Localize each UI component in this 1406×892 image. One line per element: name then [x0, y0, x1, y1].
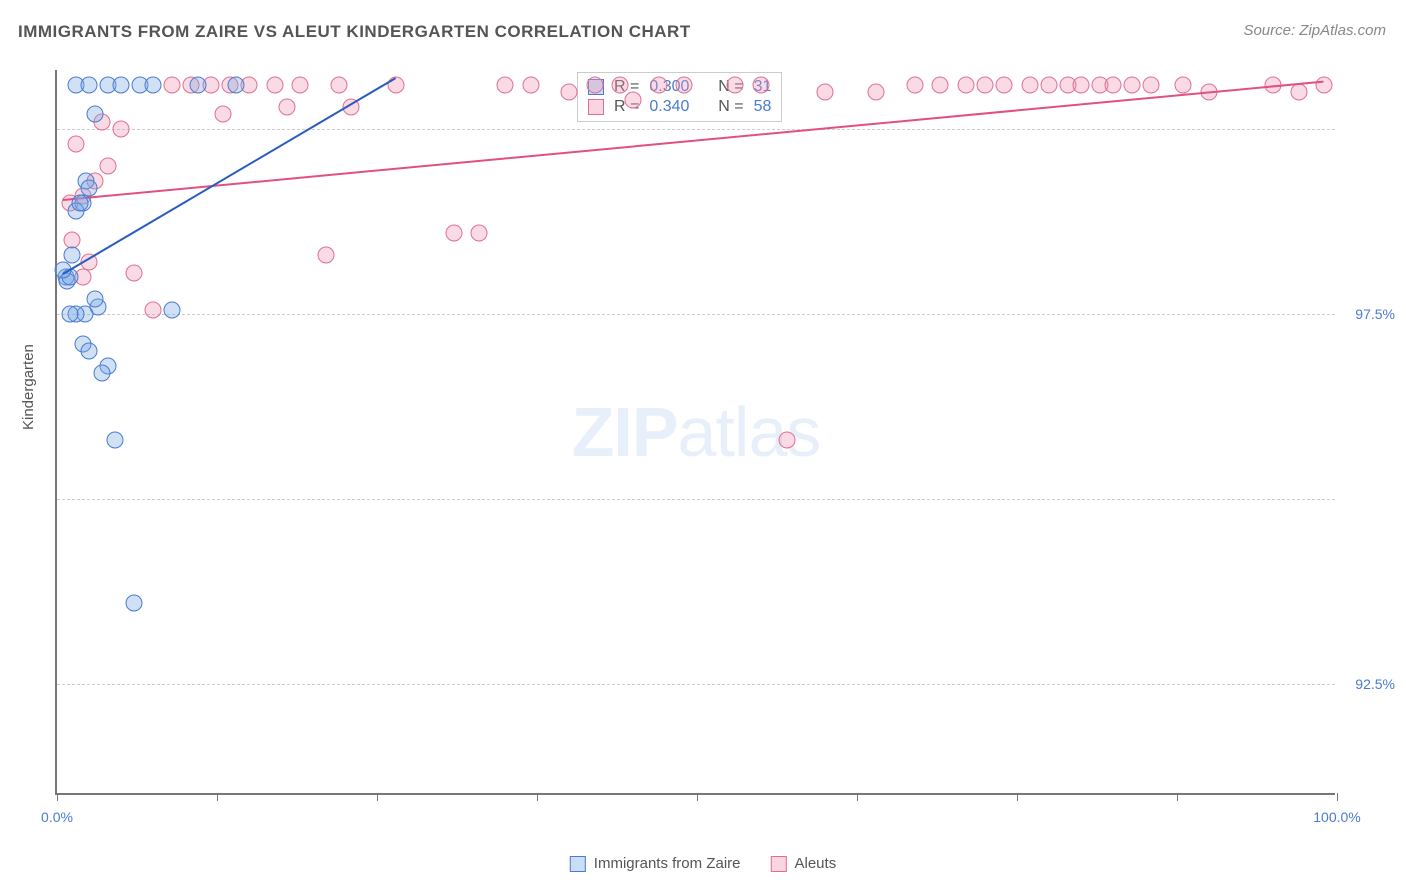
data-point	[727, 76, 744, 93]
data-point	[868, 84, 885, 101]
stats-value: 0.340	[649, 98, 689, 116]
grid-line	[57, 499, 1335, 500]
data-point	[106, 431, 123, 448]
stats-row: R =0.340 N =58	[588, 97, 771, 117]
data-point	[215, 106, 232, 123]
legend-swatch	[588, 99, 604, 115]
legend-swatch	[771, 856, 787, 872]
data-point	[1073, 76, 1090, 93]
x-tick	[1337, 793, 1338, 801]
data-point	[330, 76, 347, 93]
grid-line	[57, 684, 1335, 685]
chart-title: IMMIGRANTS FROM ZAIRE VS ALEUT KINDERGAR…	[18, 22, 691, 42]
data-point	[445, 224, 462, 241]
x-tick	[1177, 793, 1178, 801]
data-point	[317, 246, 334, 263]
data-point	[189, 76, 206, 93]
data-point	[957, 76, 974, 93]
data-point	[145, 76, 162, 93]
data-point	[87, 106, 104, 123]
y-tick-label: 97.5%	[1340, 306, 1395, 322]
watermark-light: atlas	[678, 393, 821, 471]
data-point	[676, 76, 693, 93]
data-point	[228, 76, 245, 93]
data-point	[87, 291, 104, 308]
data-point	[279, 98, 296, 115]
data-point	[113, 121, 130, 138]
data-point	[164, 302, 181, 319]
watermark-bold: ZIP	[572, 393, 678, 471]
x-tick	[537, 793, 538, 801]
data-point	[906, 76, 923, 93]
data-point	[1290, 84, 1307, 101]
data-point	[996, 76, 1013, 93]
data-point	[817, 84, 834, 101]
x-tick	[1017, 793, 1018, 801]
data-point	[64, 246, 81, 263]
stats-label: N =	[718, 98, 743, 116]
legend-label: Aleuts	[795, 855, 837, 872]
data-point	[650, 76, 667, 93]
data-point	[125, 265, 142, 282]
data-point	[1143, 76, 1160, 93]
grid-line	[57, 314, 1335, 315]
chart-container: IMMIGRANTS FROM ZAIRE VS ALEUT KINDERGAR…	[0, 0, 1406, 892]
plot-area: ZIPatlas R =0.300 N =31R =0.340 N =58 92…	[55, 70, 1335, 795]
data-point	[1041, 76, 1058, 93]
data-point	[93, 365, 110, 382]
data-point	[471, 224, 488, 241]
legend-item: Aleuts	[771, 855, 837, 872]
legend-swatch	[570, 856, 586, 872]
data-point	[68, 135, 85, 152]
data-point	[164, 76, 181, 93]
data-point	[977, 76, 994, 93]
data-point	[625, 91, 642, 108]
data-point	[932, 76, 949, 93]
legend-label: Immigrants from Zaire	[594, 855, 741, 872]
data-point	[292, 76, 309, 93]
data-point	[81, 343, 98, 360]
data-point	[266, 76, 283, 93]
data-point	[1175, 76, 1192, 93]
x-tick-label: 0.0%	[41, 809, 73, 825]
data-point	[1316, 76, 1333, 93]
data-point	[72, 195, 89, 212]
data-point	[145, 302, 162, 319]
data-point	[81, 76, 98, 93]
x-tick	[857, 793, 858, 801]
data-point	[497, 76, 514, 93]
data-point	[113, 76, 130, 93]
bottom-legend: Immigrants from Zaire Aleuts	[570, 855, 836, 872]
data-point	[561, 84, 578, 101]
stats-value: 58	[754, 98, 772, 116]
y-axis-label: Kindergarten	[20, 344, 37, 430]
data-point	[100, 158, 117, 175]
data-point	[125, 594, 142, 611]
x-tick	[377, 793, 378, 801]
x-tick	[217, 793, 218, 801]
data-point	[61, 306, 78, 323]
data-point	[753, 76, 770, 93]
grid-line	[57, 129, 1335, 130]
data-point	[522, 76, 539, 93]
data-point	[1124, 76, 1141, 93]
trend-line	[63, 78, 397, 276]
x-tick	[697, 793, 698, 801]
data-point	[1105, 76, 1122, 93]
x-tick	[57, 793, 58, 801]
legend-item: Immigrants from Zaire	[570, 855, 741, 872]
data-point	[1021, 76, 1038, 93]
x-tick-label: 100.0%	[1313, 809, 1360, 825]
data-point	[612, 76, 629, 93]
y-tick-label: 92.5%	[1340, 676, 1395, 692]
data-point	[586, 76, 603, 93]
data-point	[778, 431, 795, 448]
source-label: Source: ZipAtlas.com	[1243, 22, 1386, 39]
